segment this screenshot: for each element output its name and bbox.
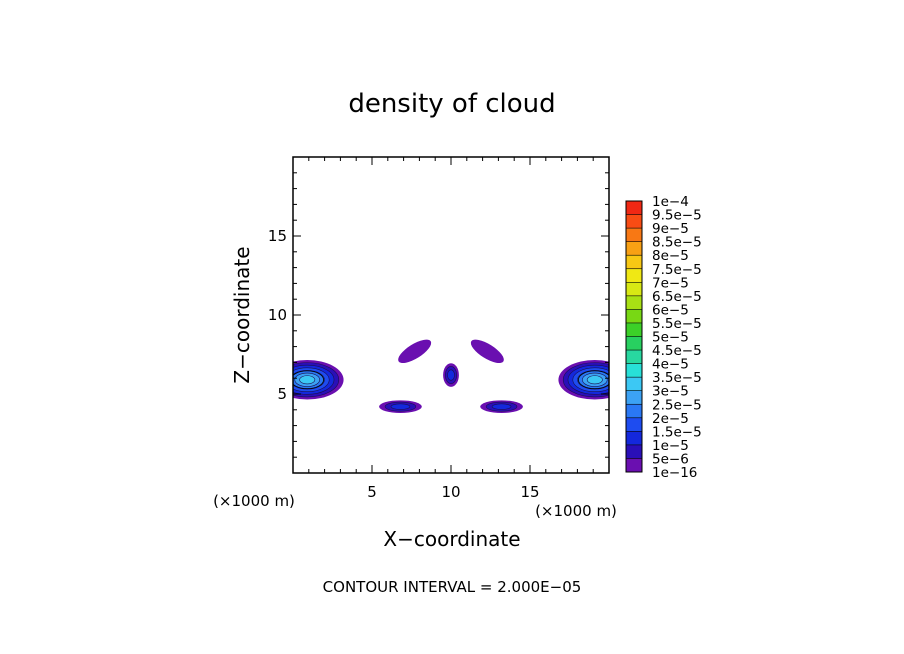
colorbar-label: 1e−4 [652, 194, 689, 210]
x-tick-label: 5 [367, 483, 377, 501]
contour-line [578, 370, 609, 390]
colorbar-swatch [626, 228, 642, 242]
colorbar-swatch [626, 201, 642, 215]
colorbar-swatch [626, 268, 642, 283]
colorbar-label: 8e−5 [652, 248, 689, 264]
colorbar-label: 8.5e−5 [652, 235, 702, 251]
colorbar-label: 7e−5 [652, 275, 689, 291]
density-contour-level-0 [470, 339, 504, 364]
colorbar-label: 1e−5 [652, 438, 689, 454]
colorbar-label: 3e−5 [652, 384, 689, 400]
y-tick-label: 15 [268, 227, 287, 245]
colorbar-swatch [626, 322, 642, 337]
colorbar-swatch [626, 255, 642, 269]
y-unit-label: (×1000 m) [535, 502, 617, 520]
x-axis-label: X−coordinate [383, 527, 520, 551]
colorbar-label: 5e−6 [652, 451, 689, 467]
x-unit-label: (×1000 m) [213, 492, 295, 510]
colorbar-swatch [626, 431, 642, 445]
colorbar-swatch [626, 444, 642, 459]
y-axis-label: Z−coordinate [230, 246, 254, 383]
contour-interval-footer: CONTOUR INTERVAL = 2.000E−05 [323, 578, 582, 596]
density-region-4 [470, 339, 504, 364]
colorbar-swatch [626, 350, 642, 364]
colorbar-label: 9.5e−5 [652, 208, 702, 224]
colorbar-swatch [626, 390, 642, 405]
density-region-2 [558, 360, 609, 400]
colorbar-swatch [626, 282, 642, 296]
colorbar-label: 9e−5 [652, 221, 689, 237]
colorbar-label: 6.5e−5 [652, 289, 702, 305]
chart-title: density of cloud [348, 89, 555, 119]
x-tick-label: 15 [520, 483, 539, 501]
colorbar-label: 2e−5 [652, 411, 689, 427]
colorbar-label: 5.5e−5 [652, 316, 702, 332]
colorbar: 1e−165e−61e−51.5e−52e−52.5e−53e−53.5e−54… [625, 194, 702, 481]
density-region-3 [398, 339, 432, 364]
colorbar-swatch [626, 214, 642, 229]
colorbar-label: 4.5e−5 [652, 343, 702, 359]
colorbar-swatch [626, 363, 642, 378]
density-contour-level-6 [586, 375, 603, 385]
density-region-6 [379, 400, 422, 413]
colorbar-swatch [626, 377, 642, 391]
density-region-5 [443, 363, 459, 387]
plot-frame [292, 156, 610, 474]
colorbar-swatch [626, 404, 642, 418]
colorbar-swatch [626, 309, 642, 323]
axis-tick-labels: 5 10 15 5 10 15 [268, 227, 540, 501]
density-contour-level-2 [491, 403, 512, 410]
colorbar-swatch [626, 336, 642, 351]
axis-ticks [293, 157, 609, 473]
density-regions [293, 339, 609, 413]
colorbar-swatch [626, 295, 642, 310]
colorbar-label: 1e−16 [652, 465, 697, 481]
y-tick-label: 10 [268, 306, 287, 324]
density-contour-level-2 [390, 403, 411, 410]
density-contour-level-0 [398, 339, 432, 364]
density-region-1 [293, 360, 344, 400]
contour-line [293, 370, 324, 390]
density-contour-level-6 [299, 375, 316, 385]
colorbar-label: 1.5e−5 [652, 424, 702, 440]
density-contour-level-2 [447, 369, 455, 381]
x-tick-label: 10 [441, 483, 460, 501]
colorbar-label: 5e−5 [652, 330, 689, 346]
colorbar-swatch [626, 417, 642, 432]
colorbar-label: 6e−5 [652, 302, 689, 318]
colorbar-label: 3.5e−5 [652, 370, 702, 386]
colorbar-swatch [626, 241, 642, 256]
colorbar-swatch [626, 458, 642, 472]
density-region-7 [480, 400, 523, 413]
colorbar-label: 2.5e−5 [652, 397, 702, 413]
colorbar-label: 7.5e−5 [652, 262, 702, 278]
colorbar-label: 4e−5 [652, 357, 689, 373]
y-tick-label: 5 [277, 385, 287, 403]
